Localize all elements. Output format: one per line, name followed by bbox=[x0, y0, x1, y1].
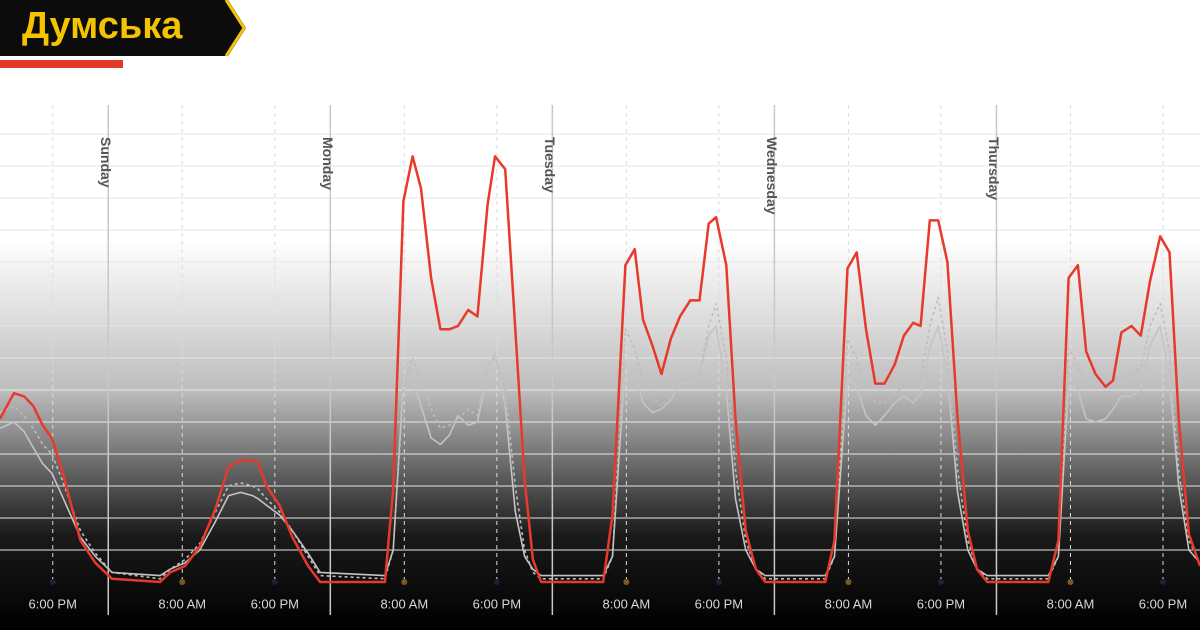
tick-marker bbox=[1159, 579, 1166, 585]
x-tick-label: 6:00 PM bbox=[473, 596, 521, 611]
x-tick-label: 8:00 AM bbox=[603, 596, 651, 611]
brand-badge: Думська bbox=[0, 0, 246, 68]
brand-name: Думська bbox=[22, 5, 183, 47]
x-tick-label: 8:00 AM bbox=[1047, 596, 1095, 611]
day-label: Sunday bbox=[98, 137, 114, 188]
badge-arrow bbox=[224, 0, 246, 57]
day-label: Monday bbox=[320, 137, 336, 190]
day-label: Thursday bbox=[986, 137, 1002, 200]
x-tick-label: 6:00 PM bbox=[251, 596, 299, 611]
x-tick-label: 8:00 AM bbox=[158, 596, 206, 611]
x-tick-label: 6:00 PM bbox=[917, 596, 965, 611]
tick-marker bbox=[179, 579, 186, 585]
x-tick-label: 8:00 AM bbox=[380, 596, 428, 611]
series-line bbox=[0, 155, 1200, 584]
tick-marker bbox=[845, 579, 852, 585]
x-tick-label: 6:00 PM bbox=[695, 596, 743, 611]
badge-shape bbox=[0, 0, 246, 56]
tick-marker bbox=[493, 579, 500, 585]
day-label: Wednesday bbox=[764, 137, 780, 215]
tick-marker bbox=[937, 579, 944, 585]
badge-underline bbox=[0, 60, 123, 68]
series-line bbox=[0, 296, 1200, 580]
tick-marker bbox=[623, 579, 630, 585]
tick-marker bbox=[1067, 579, 1074, 585]
tick-marker bbox=[401, 579, 408, 585]
tick-marker bbox=[49, 579, 56, 585]
x-tick-label: 6:00 PM bbox=[29, 596, 77, 611]
x-tick-label: 8:00 AM bbox=[825, 596, 873, 611]
tick-marker bbox=[715, 579, 722, 585]
tick-marker bbox=[271, 579, 278, 585]
day-label: Tuesday bbox=[542, 137, 558, 193]
x-tick-label: 6:00 PM bbox=[1139, 596, 1187, 611]
